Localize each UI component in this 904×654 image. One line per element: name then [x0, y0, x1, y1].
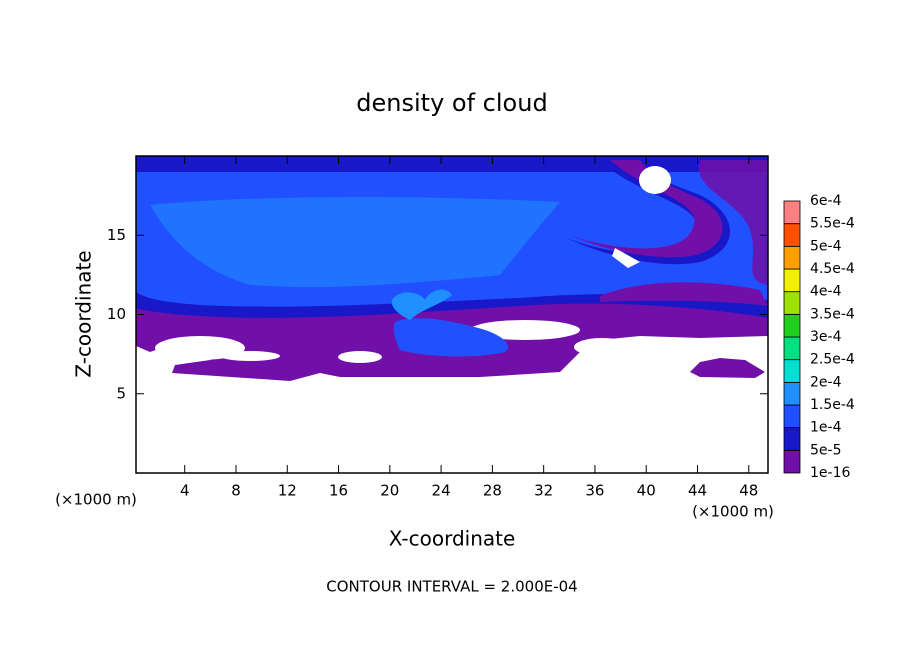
colorbar-box — [783, 381, 801, 406]
colorbar-label: 2e-4 — [810, 374, 842, 390]
contour-band — [150, 197, 560, 287]
x-tick-label: 8 — [231, 482, 241, 500]
y-tick-label: 15 — [107, 226, 126, 244]
colorbar-label: 1e-4 — [810, 420, 842, 436]
contour-field — [136, 156, 768, 381]
x-tick-label: 36 — [585, 482, 604, 500]
colorbar-box — [783, 427, 801, 451]
y-unit-label: (×1000 m) — [55, 491, 137, 509]
empty-region — [639, 166, 671, 194]
x-tick-label: 48 — [739, 482, 758, 500]
y-axis-label: Z-coordinate — [72, 250, 96, 377]
y-tick-label: 5 — [116, 384, 126, 402]
empty-region — [470, 320, 580, 340]
contour-band — [698, 160, 768, 285]
colorbar-label: 3.5e-4 — [810, 306, 855, 322]
contour-band — [600, 282, 768, 306]
chart-title: density of cloud — [356, 89, 547, 117]
x-tick-label: 20 — [380, 482, 399, 500]
x-tick-label: 4 — [180, 482, 190, 500]
x-tick-label: 32 — [534, 482, 553, 500]
empty-region — [220, 351, 280, 361]
y-tick-label: 10 — [107, 305, 126, 323]
empty-region — [574, 338, 630, 356]
x-tick-label: 12 — [278, 482, 297, 500]
x-tick-label: 28 — [483, 482, 502, 500]
x-tick-label: 16 — [329, 482, 348, 500]
colorbar-label: 1e-16 — [810, 465, 850, 481]
empty-region — [155, 336, 245, 360]
colorbar-box — [783, 291, 801, 315]
colorbar-box — [783, 200, 801, 225]
x-tick-label: 40 — [637, 482, 656, 500]
colorbar-label: 5e-5 — [810, 442, 841, 458]
contour-band — [393, 318, 509, 357]
colorbar-box — [783, 336, 801, 361]
colorbar-label: 4.5e-4 — [810, 261, 855, 277]
colorbar-box — [783, 359, 801, 383]
colorbar-box — [783, 223, 801, 247]
x-unit-label: (×1000 m) — [692, 503, 774, 521]
colorbar-box — [783, 245, 801, 270]
colorbar-label: 3e-4 — [810, 329, 842, 345]
colorbar-label: 1.5e-4 — [810, 397, 855, 413]
x-axis-label: X-coordinate — [389, 527, 516, 551]
colorbar-label: 6e-4 — [810, 193, 842, 209]
colorbar-label: 5.5e-4 — [810, 216, 855, 232]
colorbar-box — [783, 268, 801, 293]
empty-region — [338, 351, 382, 363]
empty-region — [612, 248, 640, 268]
colorbar-label: 4e-4 — [810, 284, 842, 300]
colorbar-label: 5e-4 — [810, 238, 842, 254]
footer: CONTOUR INTERVAL = 2.000E-04 — [326, 578, 577, 596]
colorbar-label: 2.5e-4 — [810, 352, 855, 368]
colorbar-box — [783, 449, 801, 474]
x-tick-label: 24 — [432, 482, 451, 500]
contour-band — [690, 358, 765, 378]
colorbar-box — [783, 313, 801, 338]
contour-band — [391, 289, 452, 320]
colorbar-box — [783, 404, 801, 429]
x-tick-label: 44 — [688, 482, 707, 500]
